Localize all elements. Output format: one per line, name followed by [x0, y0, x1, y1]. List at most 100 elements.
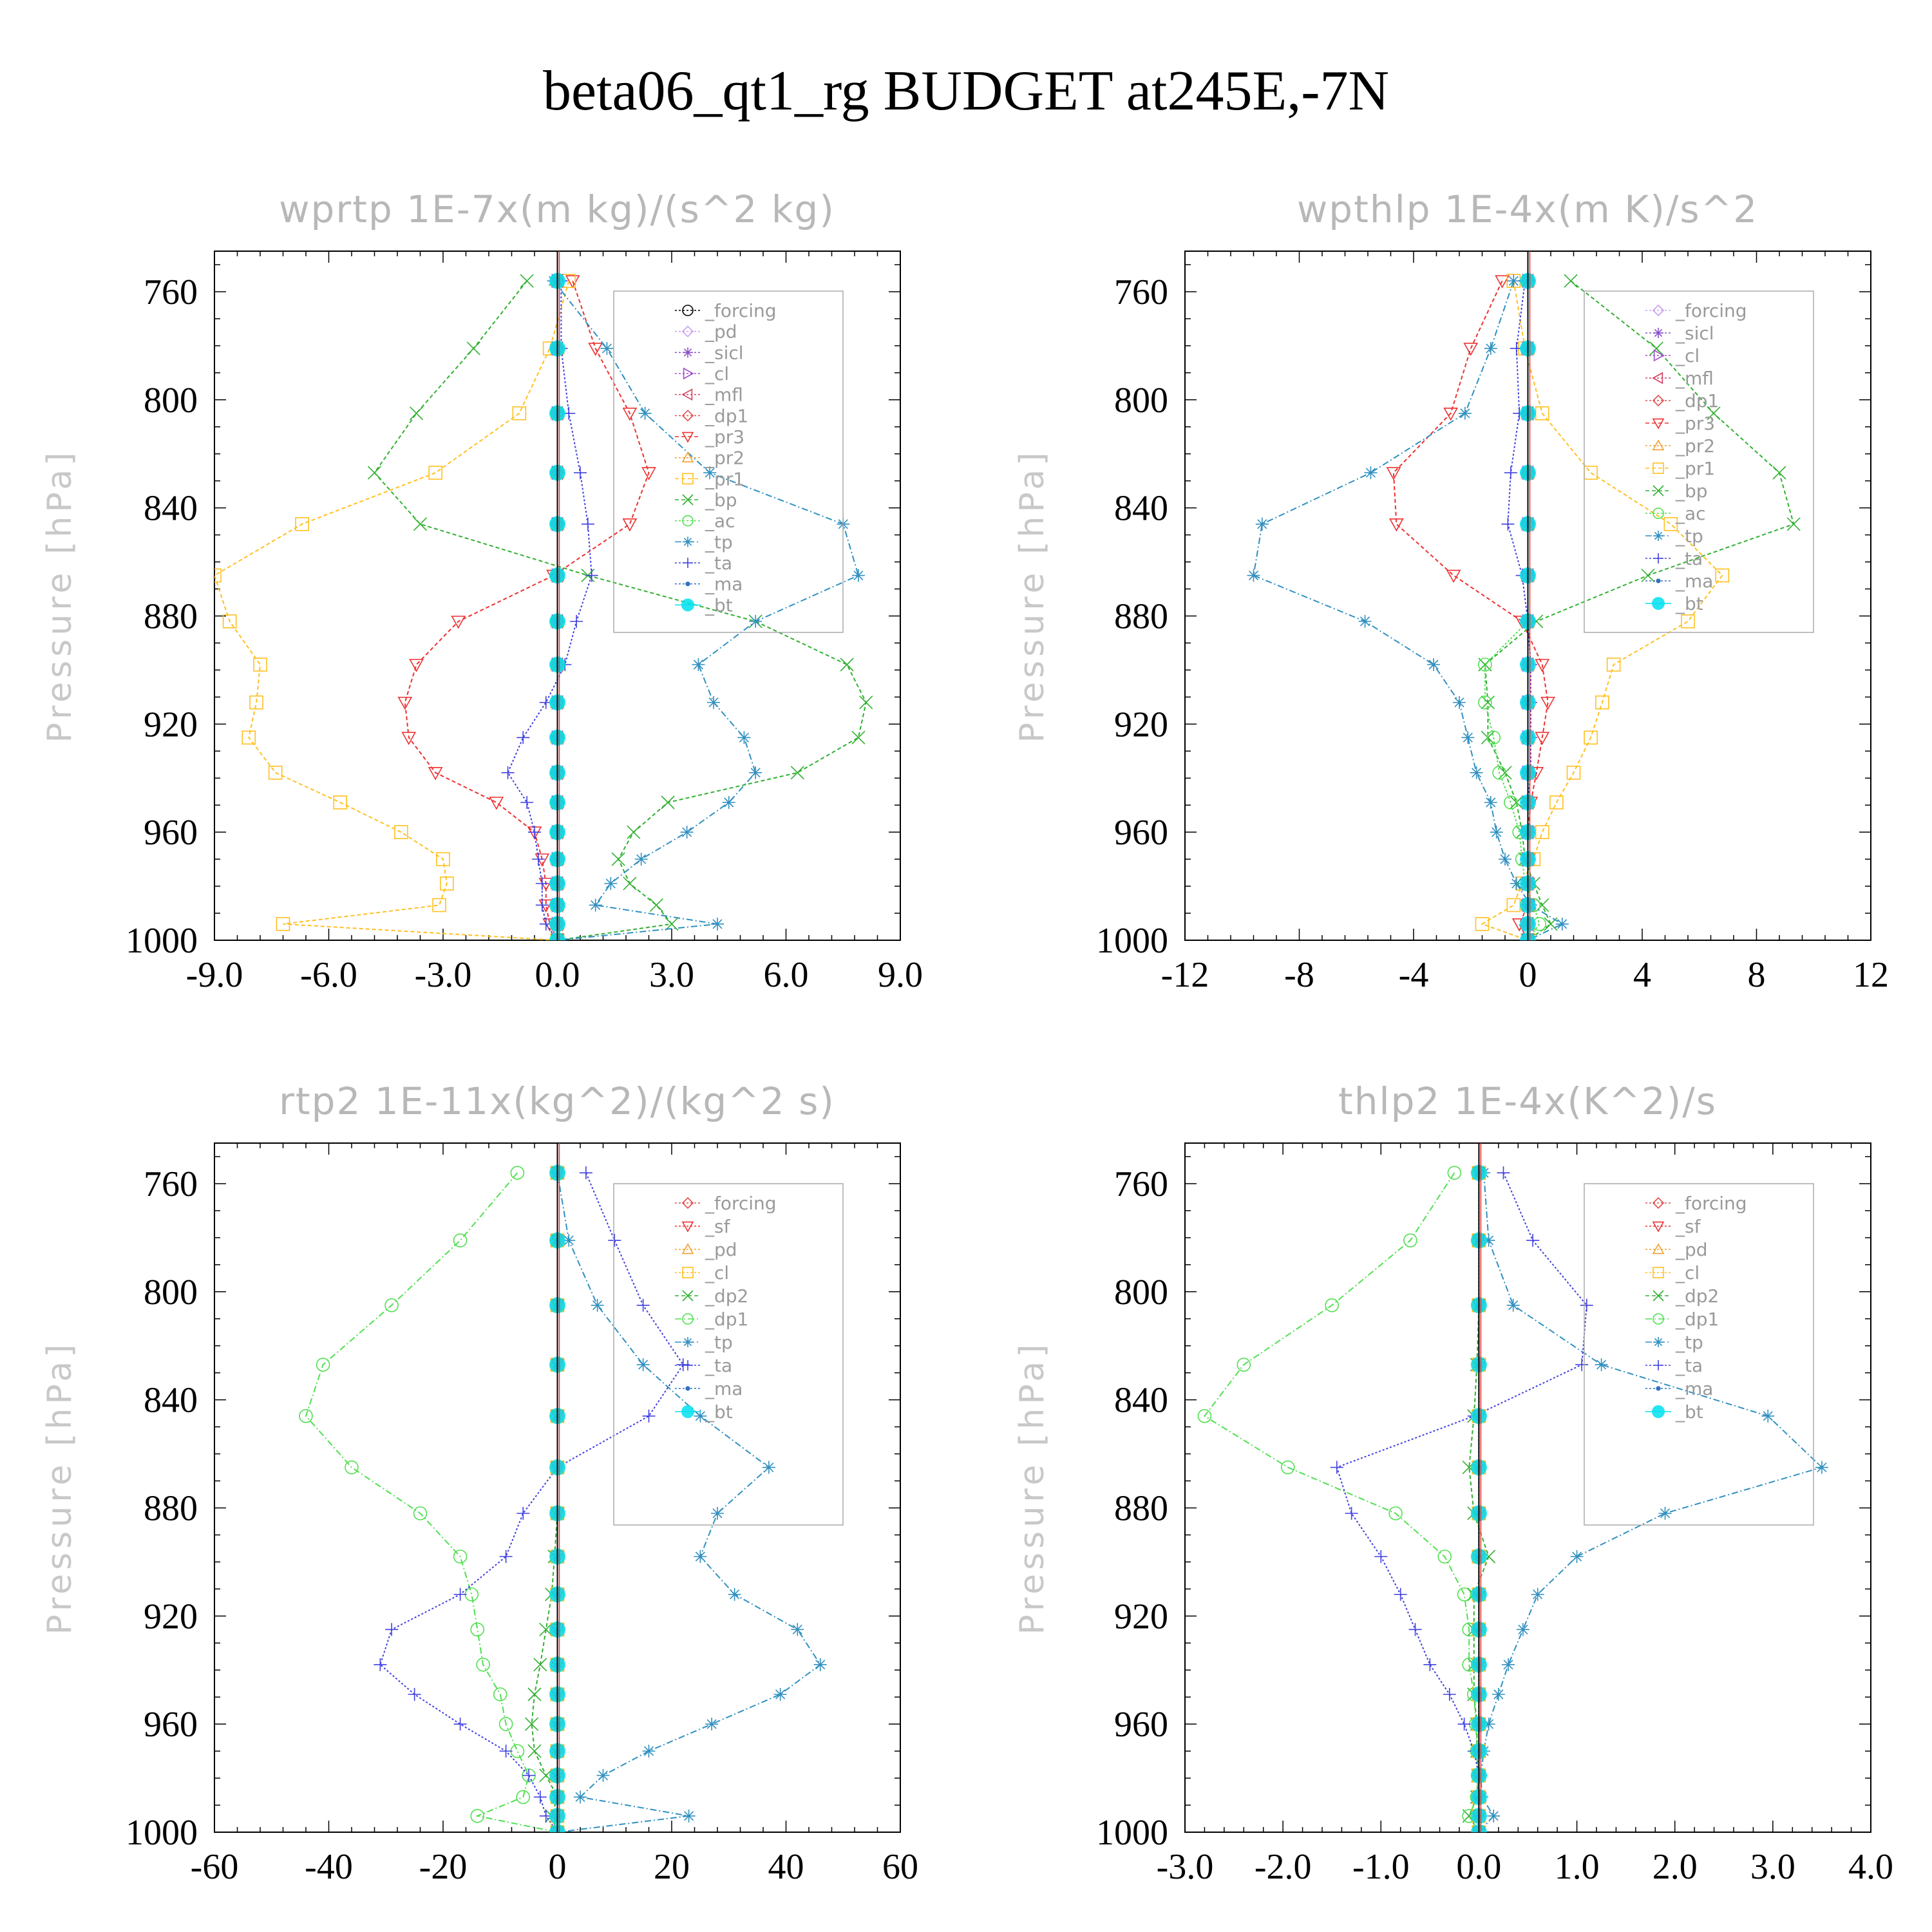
data-point	[453, 1233, 468, 1247]
legend-marker	[682, 1290, 694, 1302]
panels: wprtp 1E-7x(m kg)/(s^2 kg) Pressure [hPa]…	[41, 187, 1893, 1887]
legend-label: _bp	[705, 489, 737, 511]
legend-item: _cl	[1645, 345, 1700, 366]
legend-item: _dp2	[675, 1285, 748, 1307]
legend-label: _forcing	[1675, 300, 1747, 321]
legend-box	[1584, 290, 1814, 633]
data-point	[622, 518, 638, 532]
legend-marker	[681, 431, 694, 443]
data-point	[1330, 1461, 1343, 1474]
data-point	[1447, 1166, 1462, 1180]
legend-marker	[682, 1313, 694, 1325]
data-point	[510, 1166, 525, 1180]
legend-item: _pr3	[1645, 413, 1715, 434]
series-ta	[1330, 1166, 1593, 1832]
legend-item: _bt	[1645, 1401, 1703, 1423]
data-point	[773, 1688, 787, 1701]
x-tick-label: -3.0	[415, 955, 472, 995]
panel-title: wprtp 1E-7x(m kg)/(s^2 kg)	[279, 187, 835, 231]
data-point	[1481, 730, 1495, 744]
panel-title: rtp2 1E-11x(kg^2)/(kg^2 s)	[279, 1079, 835, 1123]
legend-item: _ta	[675, 1355, 732, 1376]
data-point	[268, 766, 283, 780]
legend-item: _ma	[675, 574, 743, 595]
x-tick-label: -9.0	[186, 955, 243, 995]
legend-marker	[1653, 507, 1664, 519]
data-point	[516, 731, 530, 744]
x-tick-label: 8	[1748, 955, 1766, 995]
data-point	[596, 1768, 610, 1782]
legend-label: _pr3	[705, 426, 744, 448]
legend-label: _cl	[705, 1262, 729, 1283]
data-point	[428, 466, 442, 480]
series-line	[1481, 281, 1723, 940]
y-tick-label: 920	[144, 705, 198, 744]
data-point	[333, 795, 348, 810]
y-tick-label: 1000	[126, 921, 198, 961]
legend-item: _ma	[1645, 1378, 1713, 1399]
data-point	[1492, 1688, 1505, 1701]
data-point	[565, 275, 580, 289]
y-axis-label: Pressure [hPa]	[41, 449, 79, 743]
data-point	[1236, 1358, 1251, 1372]
legend-label: _ta	[1675, 548, 1703, 569]
legend-label: _sicl	[1675, 323, 1714, 344]
legend-item: _pd	[675, 321, 737, 343]
legend: _forcing_sf_pd_cl_dp2_dp1_tp_ta_ma_bt	[613, 1183, 844, 1526]
data-point	[394, 825, 408, 839]
data-point	[1531, 1587, 1544, 1601]
series-bp	[367, 274, 873, 940]
data-point	[1575, 1358, 1589, 1372]
legend-marker	[1653, 1337, 1663, 1347]
series-line	[404, 280, 650, 940]
data-point	[1535, 732, 1550, 745]
series-pr3	[1386, 275, 1555, 940]
y-tick-label: 800	[144, 1273, 198, 1312]
legend-marker	[1653, 531, 1663, 541]
y-tick-label: 960	[144, 813, 198, 853]
data-point	[622, 407, 638, 421]
x-tick-label: 0.0	[1456, 1847, 1501, 1887]
chart-panel-3: rtp2 1E-11x(kg^2)/(kg^2 s) Pressure [hPa]…	[41, 1079, 918, 1887]
legend-marker	[1652, 418, 1665, 430]
legend-marker	[1653, 485, 1664, 497]
legend-label: _pd	[1675, 1239, 1708, 1260]
series-line	[1392, 280, 1549, 940]
legend-label: _tp	[705, 1332, 733, 1353]
x-tick-label: 4.0	[1848, 1847, 1893, 1887]
x-tick-label: 40	[768, 1847, 804, 1887]
data-point	[1478, 658, 1492, 672]
legend-label: _bp	[1675, 480, 1708, 502]
legend-item: _bp	[675, 489, 737, 511]
data-point	[728, 1587, 741, 1601]
legend-label: _tp	[1675, 1332, 1703, 1353]
data-point	[1453, 696, 1466, 709]
data-point	[711, 1506, 724, 1520]
legend-item: _ma	[1645, 571, 1713, 592]
data-point	[1345, 1506, 1358, 1520]
y-axis-label: Pressure [hPa]	[41, 1341, 79, 1635]
data-point	[1549, 795, 1564, 810]
legend-item: _pd	[1645, 1239, 1708, 1260]
data-point	[851, 569, 865, 582]
data-point	[499, 1550, 513, 1563]
data-point	[531, 853, 545, 866]
legend-label: _dp1	[1675, 1309, 1719, 1330]
legend-marker	[681, 1405, 694, 1418]
chart-panel-2: wpthlp 1E-4x(m K)/s^2 Pressure [hPa] -12 -8…	[1013, 187, 1889, 995]
y-tick-label: 840	[1114, 1381, 1168, 1421]
legend-item: _forcing	[675, 1193, 777, 1214]
series-pr1	[214, 274, 576, 940]
data-point	[520, 274, 534, 288]
y-tick-label: 800	[144, 381, 198, 421]
legend-marker	[1652, 372, 1663, 384]
legend-label: _ma	[705, 1378, 743, 1399]
x-tick-label: 1.0	[1555, 1847, 1600, 1887]
data-point	[1484, 342, 1497, 355]
legend-item: _cl	[675, 363, 729, 384]
data-point	[589, 898, 602, 912]
series-line	[374, 280, 867, 940]
data-point	[661, 795, 675, 810]
series-tp	[551, 1166, 827, 1832]
